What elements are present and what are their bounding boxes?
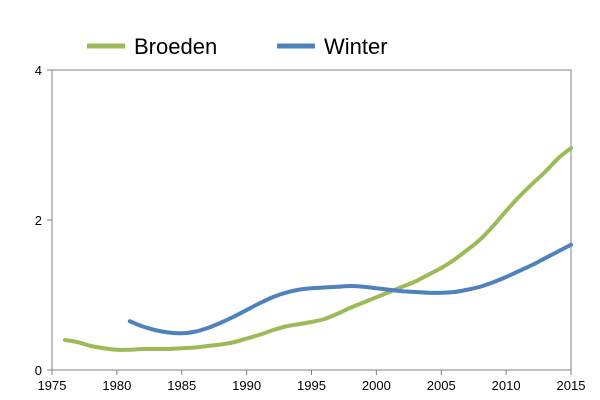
x-tick-label: 1990	[232, 378, 261, 393]
x-tick-label: 1980	[102, 378, 131, 393]
series-line-broeden	[62, 146, 573, 352]
plot-area	[51, 69, 572, 371]
y-tick-label: 0	[35, 363, 42, 378]
x-tick-label: 2015	[557, 378, 586, 393]
legend: Broeden Winter	[87, 34, 388, 59]
y-tick-label: 2	[35, 213, 42, 228]
legend-label-broeden: Broeden	[134, 34, 217, 59]
x-axis: 1975 1980 1985 1990 1995 2000 2005 2010 2015	[38, 370, 586, 393]
x-tick-label: 1985	[167, 378, 196, 393]
y-tick-label: 4	[35, 63, 42, 78]
y-axis: 0 2 4	[35, 63, 52, 378]
series-layer	[62, 146, 573, 352]
series-line-winter	[127, 242, 573, 336]
x-tick-label: 1995	[297, 378, 326, 393]
legend-label-winter: Winter	[324, 34, 388, 59]
x-tick-label: 2005	[427, 378, 456, 393]
x-tick-label: 2000	[362, 378, 391, 393]
plot-frame	[51, 69, 572, 371]
x-tick-label: 2010	[492, 378, 521, 393]
x-tick-label: 1975	[38, 378, 67, 393]
